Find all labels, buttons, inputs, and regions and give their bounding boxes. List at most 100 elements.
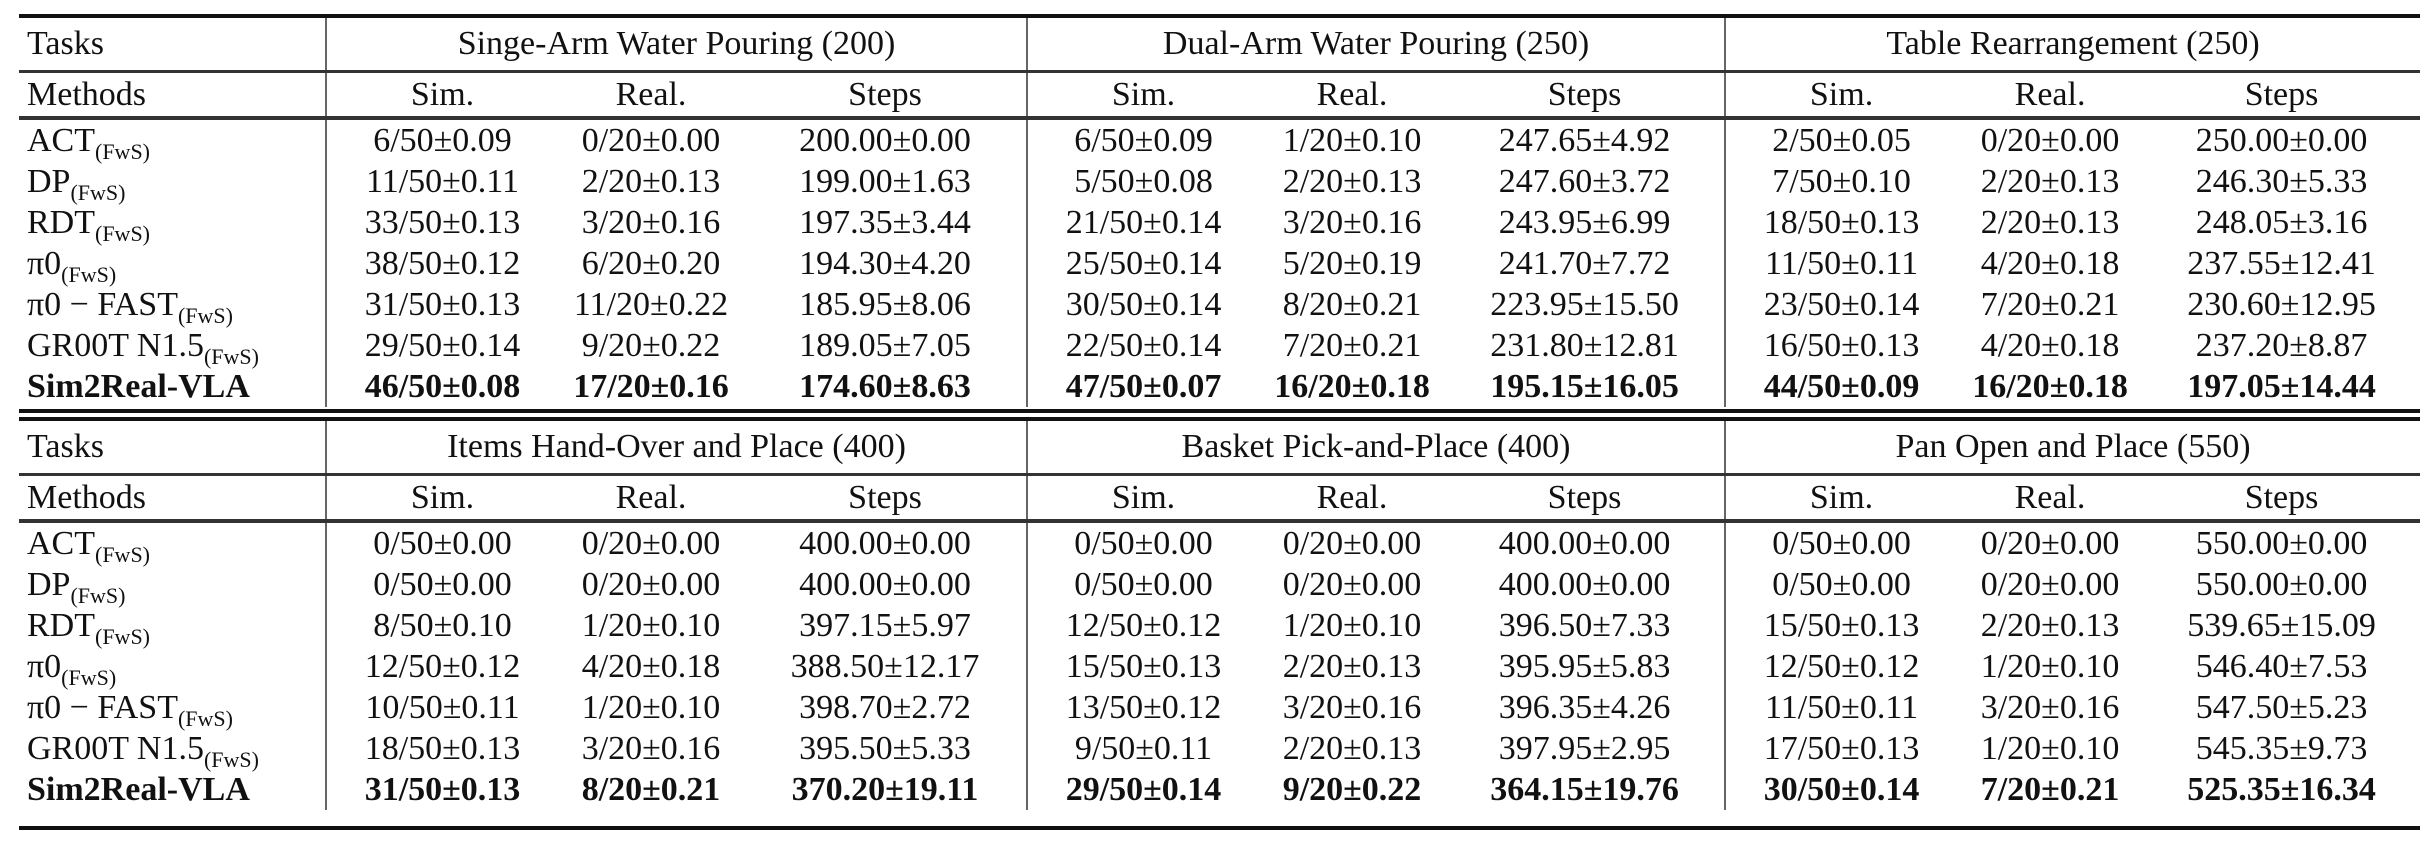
steps-value-cell: 539.65±15.09 [2187, 607, 2376, 644]
column-header-sim: Sim. [1026, 71, 1260, 120]
steps-value-cell: 199.00±1.63 [799, 163, 971, 200]
real-value-cell: 3/20±0.16 [1980, 689, 2120, 726]
sim-value-cell: 46/50±0.08 [325, 366, 558, 407]
task-header-row: Tasks Items Hand-Over and Place (400) Bask… [19, 419, 2421, 476]
steps-value-cell: 400.00±0.00 [799, 525, 971, 562]
sim-value-cell: 2/50±0.05 [1724, 118, 1958, 161]
method-name: Sim2Real-VLA [27, 771, 250, 808]
task-title: Items Hand-Over and Place (400) [324, 419, 1028, 476]
column-header-steps: Steps [744, 474, 1028, 523]
table-row: GR00T N1.5(FwS) 29/50±0.14 9/20±0.22 189.05… [19, 325, 2420, 368]
method-name-cell: ACT(FwS) [19, 118, 326, 164]
results-table: Tasks Items Hand-Over and Place (400) Bask… [19, 417, 2421, 810]
sim-value-cell: 9/50±0.11 [1026, 728, 1260, 769]
real-value-cell: 3/20±0.16 [1282, 689, 1422, 726]
real-value-cell: 6/20±0.20 [581, 245, 721, 282]
real-value-cell: 0/20±0.00 [1282, 566, 1422, 603]
real-value-cell: 0/20±0.00 [581, 122, 721, 159]
table-row: GR00T N1.5(FwS) 18/50±0.13 3/20±0.16 395.50… [19, 728, 2420, 771]
task-title: Table Rearrangement (250) [1724, 16, 2421, 73]
steps-value-cell: 545.35±9.73 [2195, 730, 2368, 767]
task-title: Pan Open and Place (550) [1724, 419, 2421, 476]
steps-value-cell: 547.50±5.23 [2195, 689, 2368, 726]
sim-value-cell: 13/50±0.12 [1026, 687, 1260, 728]
real-value-cell: 0/20±0.00 [1980, 566, 2120, 603]
real-value-cell: 8/20±0.21 [1282, 286, 1422, 323]
sim-value-cell: 0/50±0.00 [1026, 564, 1260, 605]
method-subscript: (FwS) [95, 139, 151, 164]
sim-value-cell: 18/50±0.13 [1724, 202, 1958, 243]
steps-value-cell: 174.60±8.63 [799, 368, 971, 405]
real-value-cell: 8/20±0.21 [581, 771, 721, 808]
method-name-cell: DP(FwS) [19, 161, 326, 204]
method-subscript: (FwS) [177, 303, 233, 328]
steps-value-cell: 185.95±8.06 [799, 286, 971, 323]
steps-value-cell: 546.40±7.53 [2195, 648, 2368, 685]
sim-value-cell: 21/50±0.14 [1026, 202, 1260, 243]
task-title: Dual-Arm Water Pouring (250) [1026, 16, 1726, 73]
method-subscript: (FwS) [95, 542, 151, 567]
steps-value-cell: 400.00±0.00 [1498, 566, 1671, 603]
table-row: ACT(FwS) 0/50±0.00 0/20±0.00 400.00±0.00 0/5… [19, 521, 2420, 567]
column-header-steps: Steps [744, 71, 1028, 120]
real-value-cell: 2/20±0.13 [1282, 648, 1422, 685]
method-name: π0 − FAST [27, 286, 178, 323]
table-row: π0(FwS) 12/50±0.12 4/20±0.18 388.50±12.17 15… [19, 646, 2420, 689]
steps-value-cell: 197.35±3.44 [799, 204, 971, 241]
steps-value-cell: 247.60±3.72 [1498, 163, 1671, 200]
real-value-cell: 2/20±0.13 [1980, 204, 2120, 241]
sim-value-cell: 0/50±0.00 [1724, 521, 1958, 564]
steps-value-cell: 364.15±19.76 [1490, 771, 1679, 808]
method-subscript: (FwS) [61, 262, 117, 287]
real-value-cell: 2/20±0.13 [1282, 730, 1422, 767]
table-row: Sim2Real-VLA 46/50±0.08 17/20±0.16 174.60±8… [19, 366, 2420, 407]
sim-value-cell: 6/50±0.09 [1026, 118, 1260, 161]
sim-value-cell: 47/50±0.07 [1026, 366, 1260, 407]
real-value-cell: 5/20±0.19 [1282, 245, 1422, 282]
real-value-cell: 2/20±0.13 [1980, 607, 2120, 644]
sim-value-cell: 8/50±0.10 [325, 605, 558, 646]
steps-value-cell: 197.05±14.44 [2187, 368, 2376, 405]
sim-value-cell: 38/50±0.12 [325, 243, 558, 284]
method-name-cell: GR00T N1.5(FwS) [19, 728, 326, 771]
method-name-cell: ACT(FwS) [19, 521, 326, 567]
real-value-cell: 0/20±0.00 [1282, 525, 1422, 562]
sim-value-cell: 12/50±0.12 [1724, 646, 1958, 687]
sim-value-cell: 22/50±0.14 [1026, 325, 1260, 366]
steps-value-cell: 195.15±16.05 [1490, 368, 1679, 405]
sim-value-cell: 25/50±0.14 [1026, 243, 1260, 284]
task-title: Singe-Arm Water Pouring (200) [324, 16, 1028, 73]
sim-value-cell: 0/50±0.00 [1724, 564, 1958, 605]
table-row: DP(FwS) 11/50±0.11 2/20±0.13 199.00±1.63 5/5… [19, 161, 2420, 204]
steps-value-cell: 396.35±4.26 [1498, 689, 1671, 726]
sim-value-cell: 17/50±0.13 [1724, 728, 1958, 769]
real-value-cell: 1/20±0.10 [1980, 648, 2120, 685]
real-value-cell: 3/20±0.16 [581, 730, 721, 767]
steps-value-cell: 241.70±7.72 [1498, 245, 1671, 282]
method-name: π0 − FAST [27, 689, 178, 726]
method-name: RDT [27, 607, 95, 644]
column-header-steps: Steps [1445, 474, 1726, 523]
steps-value-cell: 237.55±12.41 [2187, 245, 2376, 282]
column-header-sim: Sim. [325, 71, 558, 120]
sim-value-cell: 10/50±0.11 [325, 687, 558, 728]
steps-value-cell: 388.50±12.17 [790, 648, 980, 685]
column-header-sim: Sim. [1724, 474, 1958, 523]
real-value-cell: 1/20±0.10 [581, 607, 721, 644]
table-row: RDT(FwS) 8/50±0.10 1/20±0.10 397.15±5.97 12/… [19, 605, 2420, 648]
results-table: Tasks Singe-Arm Water Pouring (200) Dual-A… [19, 14, 2421, 407]
task-header-row: Tasks Singe-Arm Water Pouring (200) Dual-A… [19, 16, 2421, 73]
real-value-cell: 3/20±0.16 [581, 204, 721, 241]
sim-value-cell: 11/50±0.11 [1724, 243, 1958, 284]
steps-value-cell: 550.00±0.00 [2195, 566, 2368, 603]
sim-value-cell: 11/50±0.11 [325, 161, 558, 202]
column-header-real: Real. [1259, 474, 1446, 523]
real-value-cell: 2/20±0.13 [1282, 163, 1422, 200]
sim-value-cell: 0/50±0.00 [1026, 521, 1260, 564]
real-value-cell: 7/20±0.21 [1980, 286, 2120, 323]
real-value-cell: 9/20±0.22 [581, 327, 721, 364]
sim-value-cell: 6/50±0.09 [325, 118, 558, 161]
steps-value-cell: 230.60±12.95 [2187, 286, 2376, 323]
column-header-row: Methods Sim. Real. Steps Sim. Real. Steps Sim. R… [19, 474, 2421, 523]
sim-value-cell: 15/50±0.13 [1026, 646, 1260, 687]
